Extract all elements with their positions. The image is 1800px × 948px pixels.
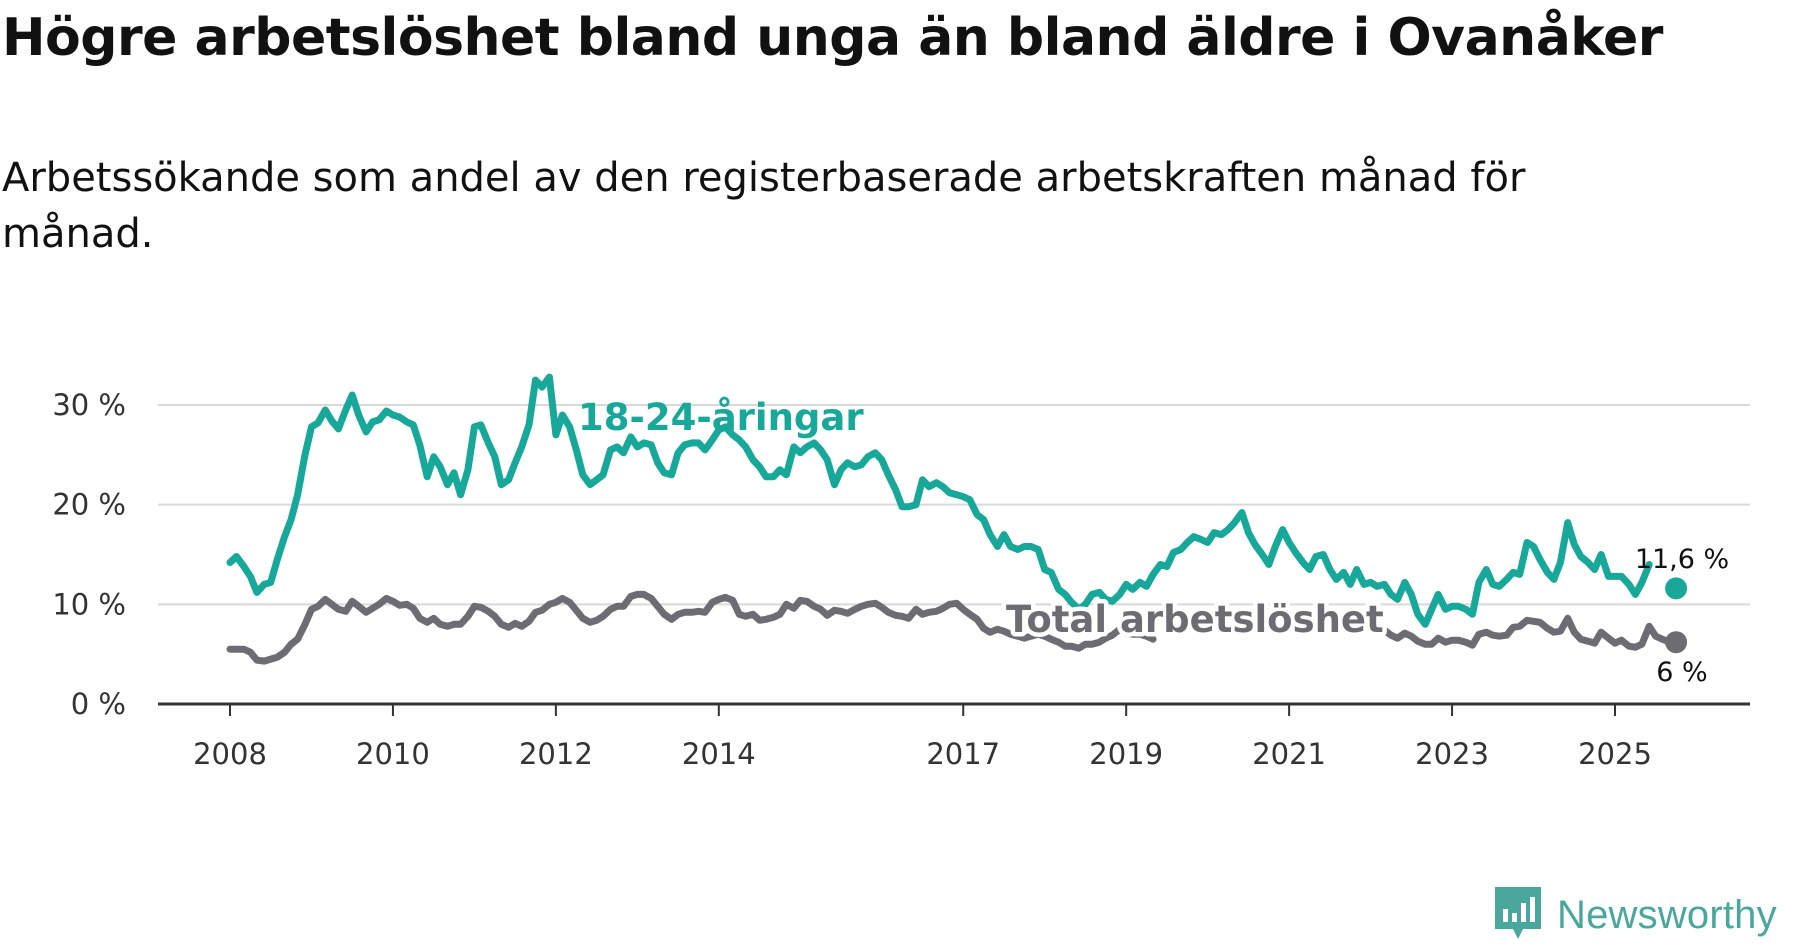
- x-tick-label: 2021: [1252, 737, 1326, 771]
- series-line-total-1: [226, 590, 1157, 665]
- x-tick-label: 2010: [356, 737, 430, 771]
- total-last-value-label: 6 %: [1656, 657, 1707, 688]
- y-tick-label: 20 %: [52, 488, 126, 522]
- series-label-total: Total arbetslöshet: [1006, 598, 1384, 641]
- youth-last-point-marker: [1665, 577, 1688, 600]
- series-line-total-2: [1360, 614, 1674, 651]
- line-chart: 0 % 10 % 20 % 30 % 2008 2010 2012 2014 2017 2019 2…: [52, 373, 1750, 771]
- brand-name: Newsworthy: [1557, 892, 1777, 937]
- series-label-youth: 18-24-åringar: [578, 396, 864, 439]
- chart-subtitle: Arbetssökande som andel av den registerb…: [2, 155, 1526, 257]
- axis-ticks: 0 % 10 % 20 % 30 % 2008 2010 2012 2014 2017 2019 2…: [52, 388, 1750, 771]
- y-tick-label: 10 %: [52, 587, 126, 621]
- series-lines: [226, 373, 1688, 665]
- series-labels: 18-24-åringar Total arbetslöshet 11,6 % …: [578, 396, 1729, 688]
- x-tick-label: 2008: [193, 737, 267, 771]
- youth-last-value-label: 11,6 %: [1635, 544, 1729, 575]
- y-tick-label: 0 %: [71, 687, 126, 721]
- x-tick-label: 2017: [926, 737, 1000, 771]
- chart-title: Högre arbetslöshet bland unga än bland ä…: [2, 8, 1663, 68]
- x-tick-label: 2025: [1578, 737, 1652, 771]
- x-tick-label: 2012: [519, 737, 593, 771]
- newsworthy-logo-icon: [1493, 883, 1543, 947]
- total-last-point-marker: [1665, 631, 1688, 654]
- x-tick-label: 2023: [1415, 737, 1489, 771]
- brand-logo: Newsworthy: [1493, 885, 1777, 945]
- x-tick-label: 2019: [1089, 737, 1163, 771]
- x-tick-label: 2014: [682, 737, 756, 771]
- series-line-youth: [226, 373, 1653, 628]
- y-tick-label: 30 %: [52, 388, 126, 422]
